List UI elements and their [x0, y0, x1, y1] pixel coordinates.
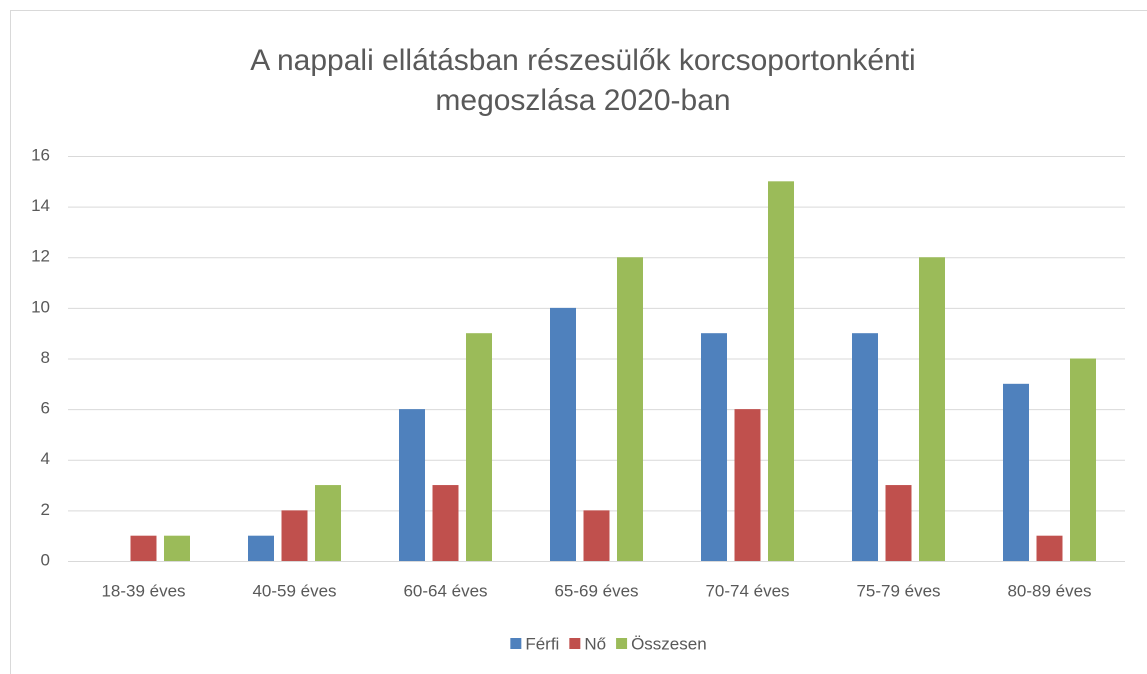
bar: [734, 409, 761, 561]
bar: [466, 333, 492, 561]
bar: [852, 333, 878, 561]
y-tick-label: 12: [31, 247, 50, 266]
legend-label: Összesen: [631, 634, 707, 653]
bar: [399, 409, 425, 561]
y-tick-label: 4: [41, 449, 50, 468]
bar: [1070, 358, 1096, 561]
y-tick-label: 10: [31, 297, 50, 316]
y-tick-label: 6: [41, 399, 50, 418]
y-tick-label: 14: [31, 196, 50, 215]
chart-border: [10, 10, 1147, 674]
x-tick-label: 60-64 éves: [403, 581, 487, 600]
bar: [1003, 383, 1029, 561]
bar: [768, 181, 794, 561]
chart-title: A nappali ellátásban részesülők korcsopo…: [250, 44, 915, 77]
bar: [315, 485, 341, 561]
y-tick-label: 2: [41, 500, 50, 519]
x-tick-label: 40-59 éves: [252, 581, 336, 600]
bar: [919, 257, 945, 561]
y-tick-label: 8: [41, 348, 50, 367]
bar: [130, 535, 157, 561]
y-tick-label: 0: [41, 550, 50, 569]
x-tick-label: 80-89 éves: [1007, 581, 1091, 600]
bar: [885, 485, 912, 561]
bar: [164, 535, 190, 561]
bar: [1036, 535, 1063, 561]
x-tick-label: 75-79 éves: [856, 581, 940, 600]
bar: [248, 535, 274, 561]
bar: [432, 485, 459, 561]
legend-swatch: [510, 638, 522, 649]
x-tick-label: 65-69 éves: [554, 581, 638, 600]
legend-swatch: [616, 638, 628, 649]
legend-label: Férfi: [525, 634, 559, 653]
x-tick-label: 18-39 éves: [101, 581, 185, 600]
y-tick-label: 16: [31, 145, 50, 164]
legend-label: Nő: [584, 634, 606, 653]
x-tick-label: 70-74 éves: [705, 581, 789, 600]
bar: [281, 510, 308, 561]
bar: [617, 257, 643, 561]
bar: [550, 307, 576, 561]
legend-swatch: [569, 638, 581, 649]
bar: [701, 333, 727, 561]
chart-title: megoszlása 2020-ban: [435, 84, 730, 117]
bar: [583, 510, 610, 561]
